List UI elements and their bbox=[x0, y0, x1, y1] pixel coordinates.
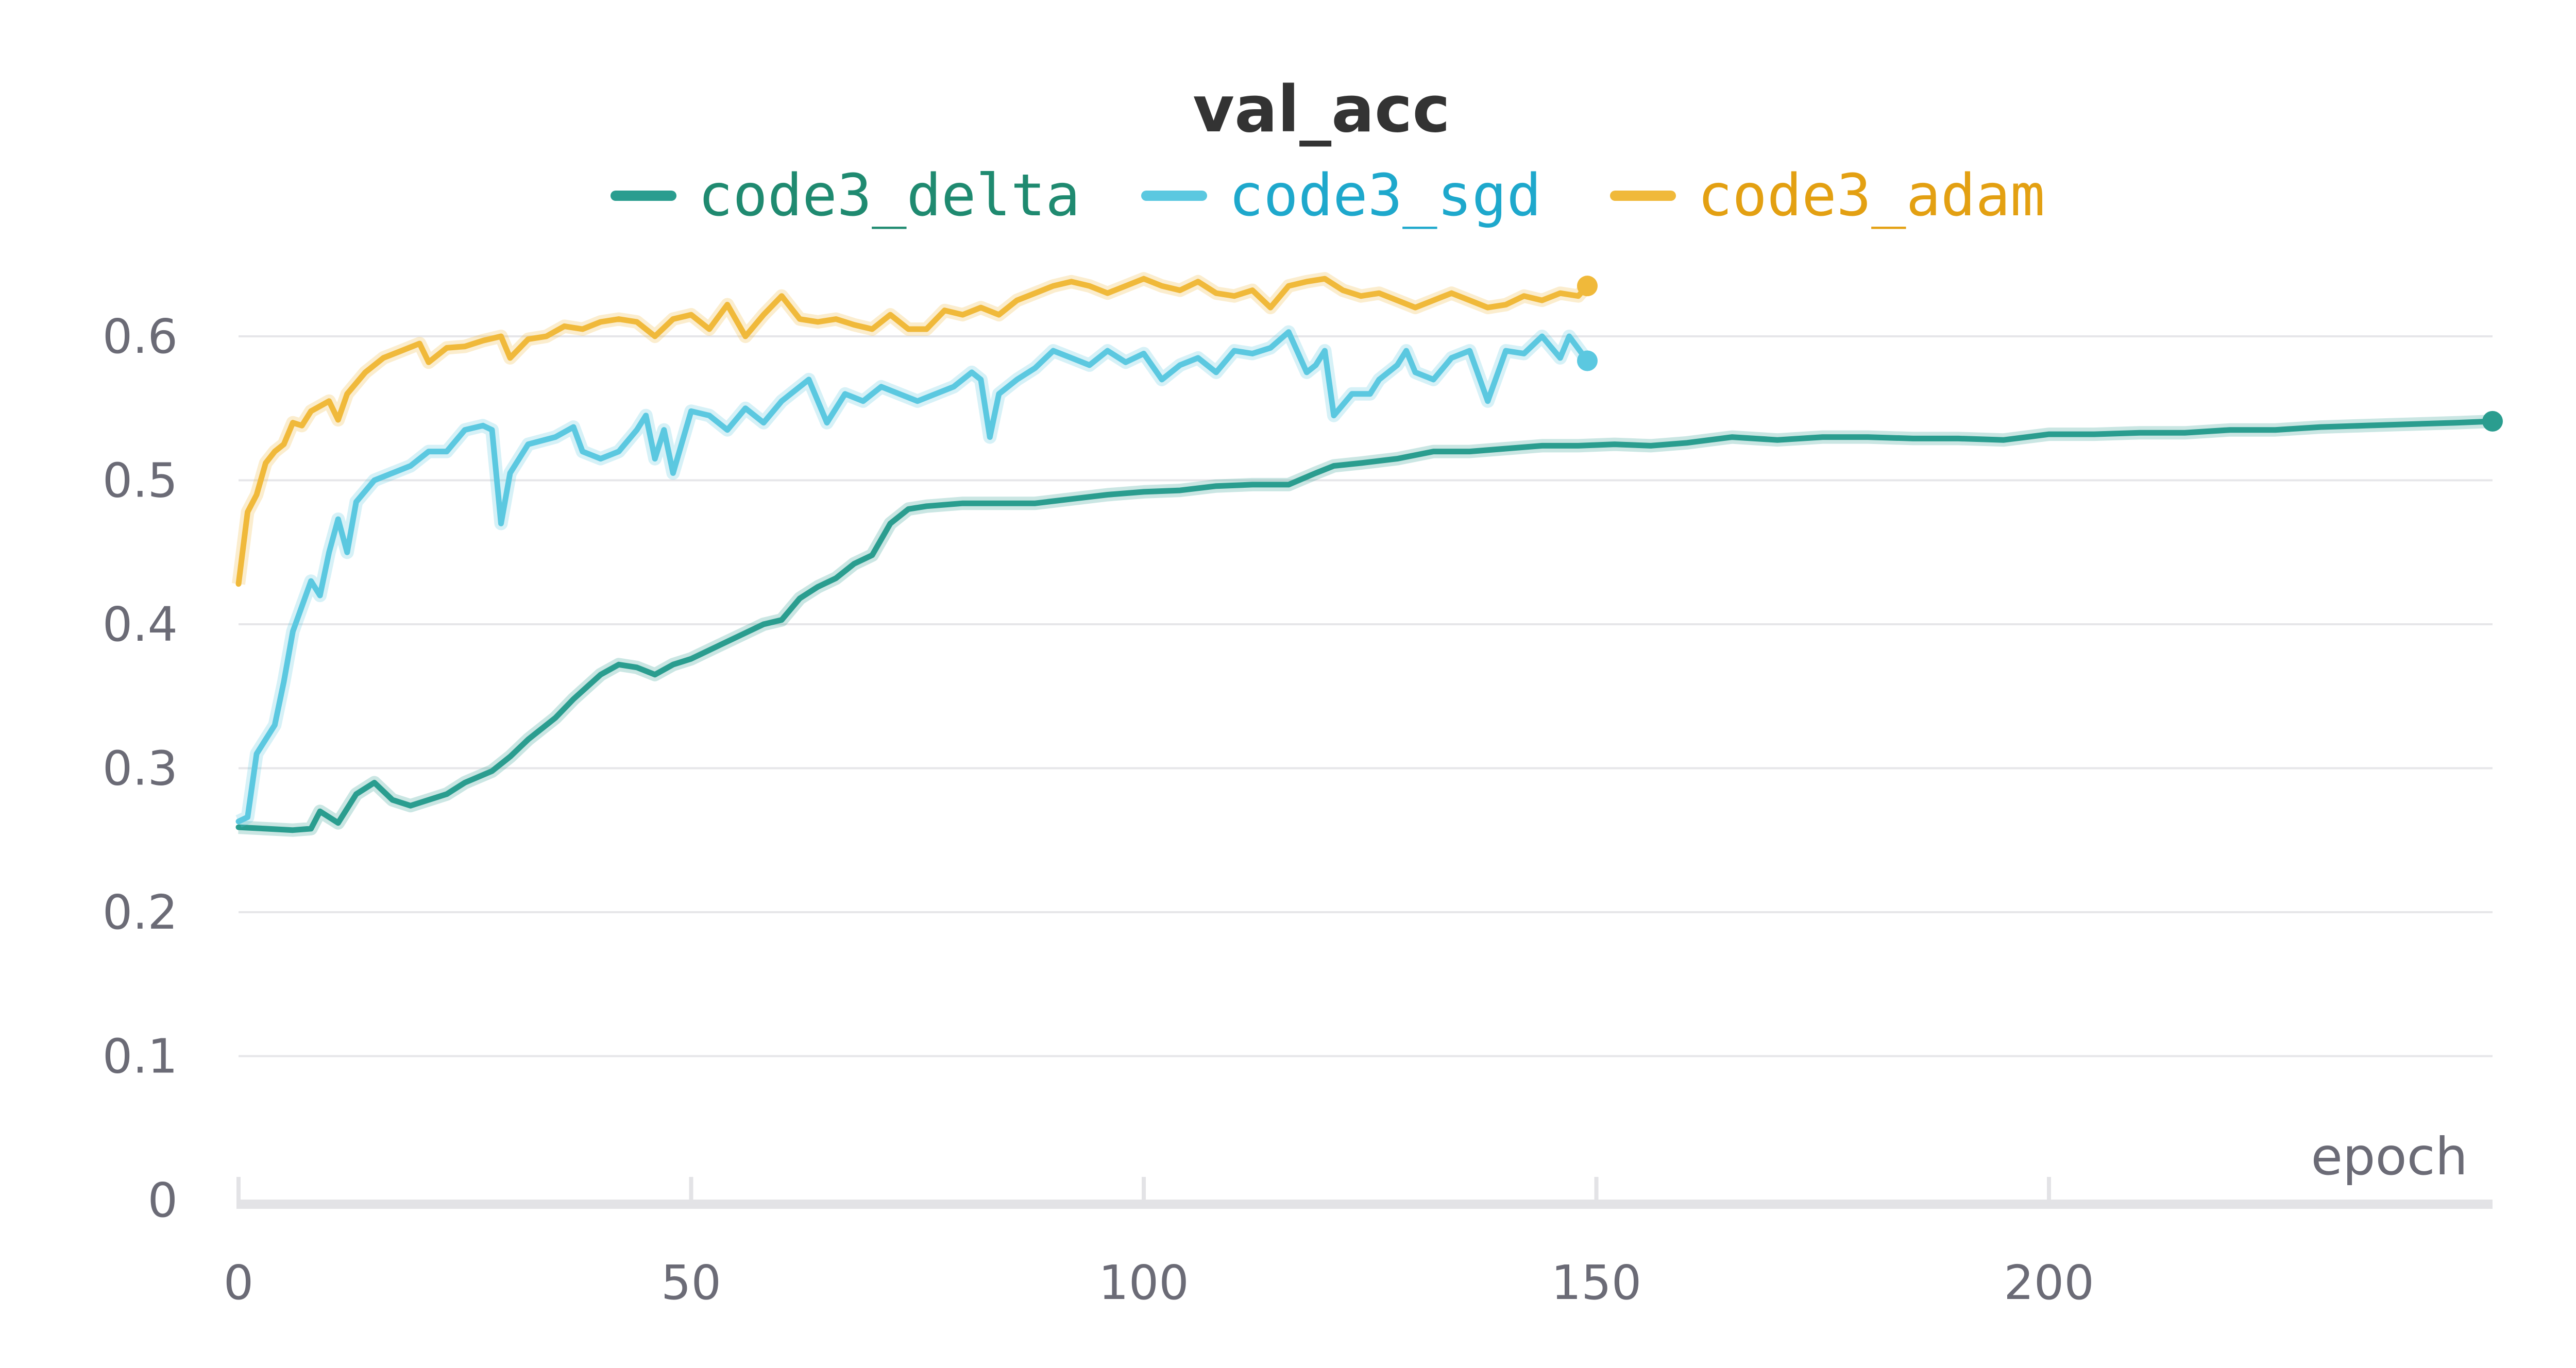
y-tick-label: 0.5 bbox=[103, 453, 178, 508]
y-tick-label: 0.4 bbox=[103, 597, 178, 652]
x-tick-label: 100 bbox=[1098, 1255, 1189, 1310]
series-band bbox=[235, 325, 1593, 828]
series-code3_adam bbox=[232, 272, 1598, 587]
y-tick-label: 0 bbox=[147, 1173, 178, 1228]
y-tick-label: 0.2 bbox=[103, 885, 178, 940]
y-tick-label: 0.3 bbox=[103, 741, 178, 796]
x-tick-label: 200 bbox=[2004, 1255, 2094, 1310]
series-line bbox=[235, 276, 1590, 587]
series-line bbox=[235, 329, 1590, 825]
legend-label: code3_adam bbox=[1698, 162, 2045, 229]
legend-item-code3_sgd: code3_sgd bbox=[1141, 162, 1541, 229]
series-line bbox=[235, 418, 2496, 833]
x-tick-label: 150 bbox=[1551, 1255, 1642, 1310]
series-band bbox=[232, 272, 1592, 585]
series-lines bbox=[232, 272, 2503, 837]
legend: code3_delta code3_sgd code3_adam bbox=[611, 162, 2045, 229]
legend-label: code3_delta bbox=[698, 162, 1080, 229]
series-end-point bbox=[1577, 350, 1598, 371]
x-tick-label: 0 bbox=[224, 1255, 254, 1310]
chart-title: val_acc bbox=[1193, 73, 1450, 147]
x-axis: 0 50 100 150 200 bbox=[224, 1177, 2493, 1310]
grid-lines bbox=[239, 335, 2493, 1057]
legend-item-code3_delta: code3_delta bbox=[611, 162, 1080, 229]
y-tick-label: 0.1 bbox=[103, 1029, 178, 1084]
x-axis-label: epoch bbox=[2311, 1126, 2468, 1187]
x-tick-label: 50 bbox=[661, 1255, 721, 1310]
series-end-point bbox=[2482, 411, 2503, 432]
y-tick-label: 0.6 bbox=[103, 309, 178, 364]
legend-label: code3_sgd bbox=[1229, 162, 1541, 229]
series-code3_sgd bbox=[235, 325, 1598, 828]
y-axis-ticks: 0 0.1 0.2 0.3 0.4 0.5 0.6 bbox=[103, 309, 178, 1228]
series-end-point bbox=[1577, 276, 1598, 297]
legend-item-code3_adam: code3_adam bbox=[1610, 162, 2045, 229]
series-code3_delta bbox=[235, 411, 2503, 837]
